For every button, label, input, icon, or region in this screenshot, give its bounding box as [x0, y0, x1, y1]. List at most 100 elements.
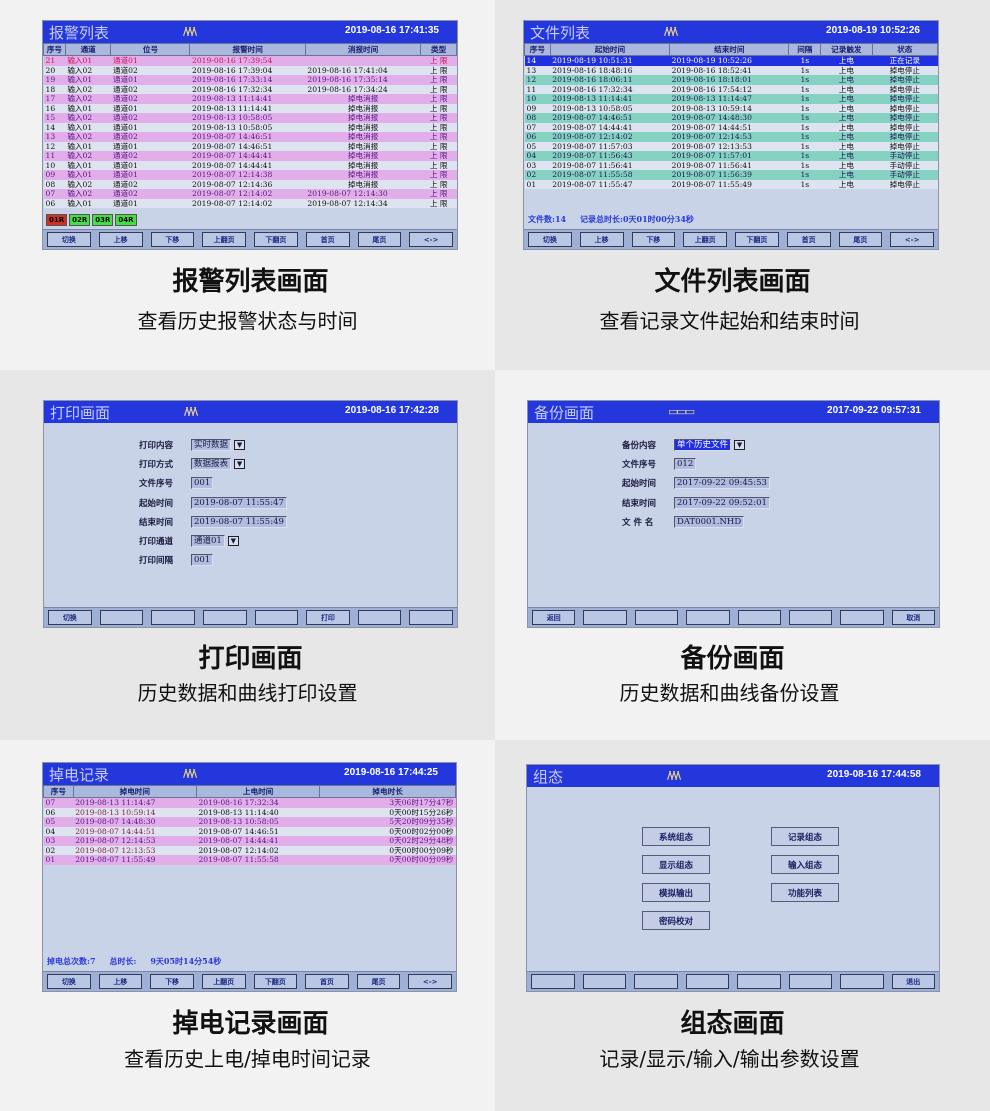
- softkey-button[interactable]: <->: [890, 232, 934, 247]
- softkey-button[interactable]: [634, 610, 679, 625]
- table-row[interactable]: 03 2019-08-07 12:14:53 2019-08-07 14:44:41…: [43, 836, 456, 846]
- table-row[interactable]: 06 2019-08-07 12:14:02 2019-08-07 12:14:53…: [524, 132, 938, 142]
- softkey-button[interactable]: 上移: [98, 232, 143, 247]
- table-row[interactable]: 19 输入01 通道01 2019-08-16 17:33:14 2019-08-16 …: [43, 75, 457, 85]
- softkey-button[interactable]: [254, 610, 299, 625]
- chevron-down-icon[interactable]: ▼: [234, 458, 246, 469]
- softkey-button[interactable]: 上翻页: [201, 974, 246, 989]
- softkey-button[interactable]: [151, 610, 195, 625]
- select-field[interactable]: 单个历史文件: [674, 438, 732, 451]
- table-row[interactable]: 05 2019-08-07 14:48:30 2019-08-13 10:58:05…: [43, 817, 456, 827]
- softkey-button[interactable]: [685, 974, 729, 989]
- table-row[interactable]: 12 2019-08-16 18:06:11 2019-08-16 18:18:01…: [524, 75, 938, 85]
- input-field[interactable]: 012: [674, 457, 697, 470]
- softkey-button[interactable]: 下移: [150, 974, 194, 989]
- softkey-button[interactable]: 尾页: [838, 232, 883, 247]
- table-row[interactable]: 13 输入02 通道02 2019-08-07 14:46:51 掉电消报 上 限: [43, 132, 457, 142]
- softkey-button[interactable]: 首页: [305, 232, 350, 247]
- table-row[interactable]: 11 2019-08-16 17:32:34 2019-08-16 17:54:12…: [524, 84, 938, 94]
- softkey-button[interactable]: [840, 610, 884, 625]
- table-row[interactable]: 09 2019-08-13 10:58:05 2019-08-13 10:59:14…: [524, 103, 938, 113]
- table-row[interactable]: 07 2019-08-13 11:14:47 2019-08-16 17:32:34…: [43, 797, 456, 808]
- table-row[interactable]: 07 输入02 通道02 2019-08-07 12:14:02 2019-08-07 …: [43, 189, 457, 199]
- softkey-button[interactable]: [582, 974, 626, 989]
- softkey-button[interactable]: 首页: [786, 232, 831, 247]
- softkey-button[interactable]: 打印: [306, 610, 350, 625]
- chevron-down-icon[interactable]: ▼: [227, 536, 239, 547]
- table-row[interactable]: 13 2019-08-16 18:48:16 2019-08-16 18:52:41…: [524, 65, 938, 75]
- table-row[interactable]: 10 2019-08-13 11:14:41 2019-08-13 11:14:47…: [524, 94, 938, 104]
- softkey-button[interactable]: 上移: [98, 974, 143, 989]
- table-row[interactable]: 06 2019-08-13 10:59:14 2019-08-13 11:14:40…: [43, 807, 456, 817]
- softkey-button[interactable]: [531, 974, 575, 989]
- table-row[interactable]: 04 2019-08-07 14:44:51 2019-08-07 14:46:51…: [43, 826, 456, 836]
- softkey-button[interactable]: 返回: [532, 610, 576, 625]
- select-field[interactable]: 实时数据: [191, 438, 232, 451]
- menu-button[interactable]: 密码校对: [642, 911, 710, 930]
- table-row[interactable]: 18 输入02 通道02 2019-08-16 17:32:34 2019-08-16 …: [43, 84, 457, 94]
- table-row[interactable]: 08 2019-08-07 14:46:51 2019-08-07 14:48:30…: [524, 113, 938, 123]
- table-row[interactable]: 21 输入01 通道01 2019-08-16 17:39:54 上 限: [43, 55, 457, 66]
- softkey-button[interactable]: 下翻页: [735, 232, 779, 247]
- softkey-button[interactable]: [357, 610, 402, 625]
- table-row[interactable]: 16 输入01 通道01 2019-08-13 11:14:41 掉电消报 上 限: [43, 103, 457, 113]
- softkey-button[interactable]: 切换: [528, 232, 572, 247]
- input-field[interactable]: 2017-09-22 09:45:53: [674, 477, 770, 490]
- softkey-button[interactable]: [634, 974, 678, 989]
- input-field[interactable]: 001: [191, 477, 214, 490]
- table-row[interactable]: 14 输入01 通道01 2019-08-13 10:58:05 掉电消报 上 限: [43, 122, 457, 132]
- menu-button[interactable]: 显示组态: [642, 855, 710, 874]
- menu-button[interactable]: 功能列表: [771, 883, 839, 902]
- table-row[interactable]: 11 输入02 通道02 2019-08-07 14:44:41 掉电消报 上 限: [43, 151, 457, 161]
- softkey-button[interactable]: 切换: [47, 232, 91, 247]
- softkey-button[interactable]: [583, 610, 627, 625]
- softkey-button[interactable]: <->: [408, 974, 452, 989]
- softkey-button[interactable]: 上翻页: [202, 232, 246, 247]
- input-field[interactable]: 001: [191, 554, 214, 567]
- table-row[interactable]: 01 2019-08-07 11:55:49 2019-08-07 11:55:58…: [43, 855, 456, 865]
- softkey-button[interactable]: [686, 610, 730, 625]
- softkey-button[interactable]: 退出: [891, 974, 935, 989]
- softkey-button[interactable]: [409, 610, 453, 625]
- chevron-down-icon[interactable]: ▼: [734, 439, 746, 450]
- softkey-button[interactable]: 上翻页: [683, 232, 727, 247]
- softkey-button[interactable]: [788, 610, 833, 625]
- softkey-button[interactable]: 切换: [48, 610, 92, 625]
- menu-button[interactable]: 模拟输出: [642, 883, 710, 902]
- select-field[interactable]: 数据报表: [191, 457, 232, 470]
- softkey-button[interactable]: 切换: [47, 974, 91, 989]
- menu-button[interactable]: 输入组态: [771, 855, 839, 874]
- table-row[interactable]: 01 2019-08-07 11:55:47 2019-08-07 11:55:49…: [524, 179, 938, 189]
- softkey-button[interactable]: [737, 974, 781, 989]
- input-field[interactable]: DAT0001.NHD: [674, 515, 745, 528]
- table-row[interactable]: 15 输入02 通道02 2019-08-13 10:58:05 掉电消报 上 限: [43, 113, 457, 123]
- softkey-button[interactable]: 下移: [150, 232, 195, 247]
- softkey-button[interactable]: 取消: [891, 610, 935, 625]
- table-row[interactable]: 17 输入02 通道02 2019-08-13 11:14:41 掉电消报 上 限: [43, 94, 457, 104]
- softkey-button[interactable]: 下翻页: [253, 974, 298, 989]
- table-row[interactable]: 05 2019-08-07 11:57:03 2019-08-07 12:13:53…: [524, 141, 938, 151]
- table-row[interactable]: 02 2019-08-07 11:55:58 2019-08-07 11:56:39…: [524, 170, 938, 180]
- table-row[interactable]: 07 2019-08-07 14:44:41 2019-08-07 14:44:51…: [524, 122, 938, 132]
- softkey-button[interactable]: 下翻页: [254, 232, 298, 247]
- chevron-down-icon[interactable]: ▼: [234, 439, 246, 450]
- softkey-button[interactable]: 首页: [305, 974, 349, 989]
- table-row[interactable]: 04 2019-08-07 11:56:43 2019-08-07 11:57:01…: [524, 151, 938, 161]
- table-row[interactable]: 02 2019-08-07 12:13:53 2019-08-07 12:14:02…: [43, 845, 456, 855]
- table-row[interactable]: 14 2019-08-19 10:51:31 2019-08-19 10:52:26…: [524, 55, 938, 66]
- softkey-button[interactable]: [788, 974, 832, 989]
- table-row[interactable]: 03 2019-08-07 11:56:41 2019-08-07 11:56:41…: [524, 160, 938, 170]
- menu-button[interactable]: 记录组态: [771, 827, 839, 846]
- table-row[interactable]: 06 输入01 通道01 2019-08-07 12:14:02 2019-08-07 …: [43, 198, 457, 208]
- input-field[interactable]: 2019-08-07 11:55:49: [191, 515, 287, 528]
- softkey-button[interactable]: [840, 974, 884, 989]
- input-field[interactable]: 2019-08-07 11:55:47: [191, 496, 287, 509]
- softkey-button[interactable]: 下移: [631, 232, 676, 247]
- softkey-button[interactable]: 尾页: [357, 232, 402, 247]
- softkey-button[interactable]: [202, 610, 247, 625]
- table-row[interactable]: 10 输入01 通道01 2019-08-07 14:44:41 掉电消报 上 限: [43, 160, 457, 170]
- input-field[interactable]: 2017-09-22 09:52:01: [674, 496, 770, 509]
- softkey-button[interactable]: [737, 610, 781, 625]
- menu-button[interactable]: 系统组态: [642, 827, 710, 846]
- softkey-button[interactable]: 尾页: [356, 974, 401, 989]
